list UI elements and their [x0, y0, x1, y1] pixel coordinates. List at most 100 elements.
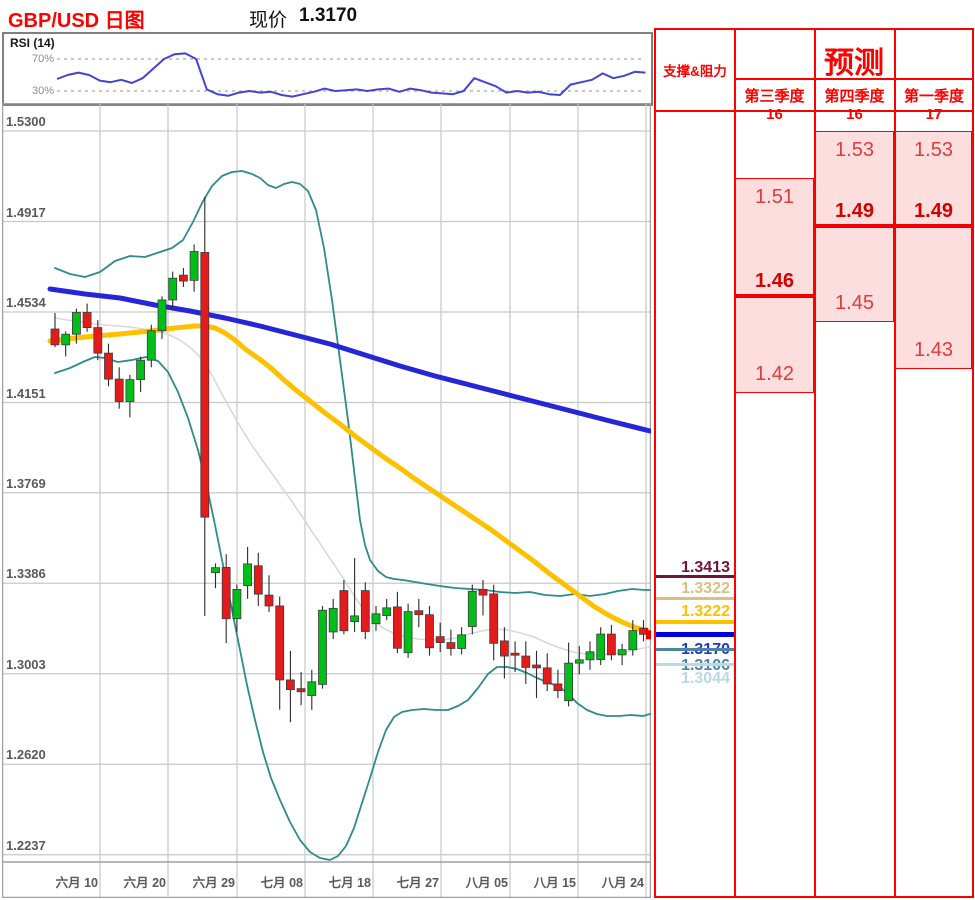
candle-bullish	[136, 359, 146, 380]
level-line-1.3322	[656, 596, 734, 600]
forecast-value: 1.45	[835, 292, 874, 315]
fx-border-v3	[894, 28, 896, 898]
forecast-mid-level-line	[735, 294, 814, 299]
forecast-value: 1.53	[835, 139, 874, 161]
candle-bearish	[521, 655, 531, 668]
candle-bearish	[489, 593, 499, 644]
candle-bearish	[414, 610, 424, 616]
y-axis-tick: 1.4917	[6, 204, 46, 220]
candle-bearish	[264, 594, 274, 607]
fx-border-v4	[972, 28, 974, 898]
forecast-value: 1.46	[755, 270, 794, 293]
fx-border-top	[654, 28, 973, 30]
candle-bearish	[499, 640, 509, 657]
forecast-value: 1.51	[755, 186, 794, 209]
sr-column-header: 支撑&阻力	[663, 64, 727, 79]
candle-bearish	[178, 274, 188, 282]
candle-bearish	[607, 633, 616, 656]
candle-bearish	[339, 590, 349, 632]
candle-bearish	[478, 589, 488, 596]
level-label-1.3106: 1.3106	[681, 657, 730, 675]
chart-line	[47, 323, 651, 635]
candle-bullish	[211, 567, 220, 574]
fx-border-bottom	[654, 896, 973, 898]
y-axis-tick: 1.5300	[6, 114, 46, 129]
fx-border-h1	[734, 78, 973, 80]
x-axis-tick: 七月 27	[396, 876, 439, 890]
candle-bullish	[168, 277, 178, 301]
x-axis-tick: 八月 24	[601, 876, 644, 890]
candle-bearish	[553, 683, 563, 691]
x-axis-tick: 六月 20	[123, 876, 166, 890]
chart-line	[47, 286, 651, 434]
candle-bearish	[221, 567, 231, 620]
candle-bearish	[50, 328, 60, 346]
forecast-value: 1.49	[835, 199, 874, 222]
candle-bullish	[350, 615, 360, 622]
rsi-70-tick: 70%	[31, 53, 54, 65]
candle-bullish	[596, 633, 606, 661]
forecast-mid-level-line	[895, 223, 972, 228]
level-label-1.3044: 1.3044	[681, 670, 730, 688]
forecast-range-box	[895, 131, 972, 370]
x-axis-tick: 七月 08	[260, 876, 303, 890]
candle-bearish	[446, 642, 456, 649]
chart-line	[54, 170, 651, 597]
candle-bullish	[574, 659, 584, 664]
candle-bullish	[371, 613, 381, 625]
candle-bullish	[585, 651, 595, 661]
candle-bullish	[307, 681, 317, 696]
candle-bullish	[157, 299, 167, 332]
level-label-1.3413: 1.3413	[681, 558, 730, 576]
rsi-title: RSI (14)	[10, 36, 55, 50]
candle-bullish	[564, 662, 573, 702]
candle-bearish	[296, 688, 306, 693]
forecast-value: 1.53	[914, 139, 953, 161]
y-axis-tick: 1.2237	[6, 837, 46, 853]
candle-bullish	[318, 609, 327, 685]
y-axis-tick: 1.4151	[6, 385, 46, 401]
candle-bullish	[61, 333, 71, 346]
fx-border-v1	[734, 28, 736, 898]
candle-bearish	[104, 352, 113, 380]
current-price-label: 现价	[249, 10, 288, 31]
fx-border-v2	[814, 28, 816, 898]
candle-bearish	[93, 327, 103, 354]
fx-border-v0	[654, 28, 656, 898]
forecast-value: 1.43	[914, 339, 953, 362]
candle-bearish	[200, 252, 210, 518]
candle-bearish	[114, 378, 124, 402]
candle-bearish	[392, 606, 402, 649]
forecast-mid-level-line	[815, 223, 894, 228]
level-line-1.3170	[656, 631, 734, 637]
candle-bullish	[243, 563, 253, 587]
current-price-value: 1.3170	[299, 5, 358, 26]
y-axis-tick: 1.3003	[6, 656, 46, 672]
level-label-1.3222: 1.3222	[681, 603, 730, 621]
rsi-30-tick: 30%	[31, 85, 54, 97]
candle-bearish	[532, 664, 541, 669]
y-axis-tick: 1.3769	[6, 475, 46, 491]
candle-bullish	[467, 590, 477, 627]
candle-bullish	[146, 330, 156, 361]
forecast-col-q4-16: 第四季度 16	[824, 88, 885, 123]
rsi-plot	[56, 52, 646, 98]
candle-bearish	[425, 614, 434, 649]
forecast-title: 预测	[824, 47, 884, 80]
level-line-1.3044	[656, 662, 734, 666]
forecast-col-q3-16: 第三季度 16	[744, 88, 805, 123]
plot-border	[2, 103, 651, 898]
candle-bullish	[628, 630, 638, 651]
candle-bearish	[510, 652, 520, 656]
candle-bearish	[82, 312, 92, 329]
forecast-value: 1.49	[914, 199, 953, 222]
candle-bullish	[232, 589, 242, 620]
candle-bearish	[253, 565, 263, 595]
candle-bearish	[285, 679, 295, 691]
x-axis-tick: 八月 15	[533, 876, 576, 890]
y-axis-tick: 1.4534	[6, 295, 46, 310]
x-axis-tick: 八月 05	[465, 876, 508, 890]
y-axis-tick: 1.3386	[6, 566, 46, 582]
forecast-value: 1.42	[755, 362, 794, 385]
